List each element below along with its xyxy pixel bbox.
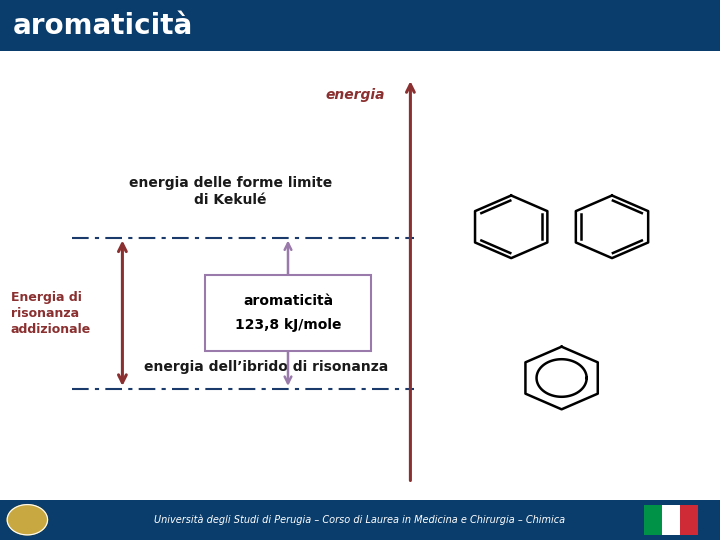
Text: 123,8 kJ/mole: 123,8 kJ/mole — [235, 318, 341, 332]
FancyBboxPatch shape — [0, 500, 720, 540]
Polygon shape — [7, 505, 48, 535]
Text: energia delle forme limite
di Kekulé: energia delle forme limite di Kekulé — [129, 176, 332, 207]
FancyBboxPatch shape — [205, 275, 371, 351]
FancyBboxPatch shape — [0, 0, 720, 51]
FancyBboxPatch shape — [680, 505, 698, 535]
Text: aromaticità: aromaticità — [13, 12, 193, 39]
FancyBboxPatch shape — [644, 505, 662, 535]
FancyBboxPatch shape — [662, 505, 680, 535]
Text: aromaticità: aromaticità — [243, 294, 333, 308]
Text: Energia di
risonanza
addizionale: Energia di risonanza addizionale — [11, 291, 91, 336]
Text: energia: energia — [325, 87, 385, 102]
Text: Università degli Studi di Perugia – Corso di Laurea in Medicina e Chirurgia – Ch: Università degli Studi di Perugia – Cors… — [154, 515, 566, 525]
Text: energia dell’ibrido di risonanza: energia dell’ibrido di risonanza — [144, 360, 389, 374]
